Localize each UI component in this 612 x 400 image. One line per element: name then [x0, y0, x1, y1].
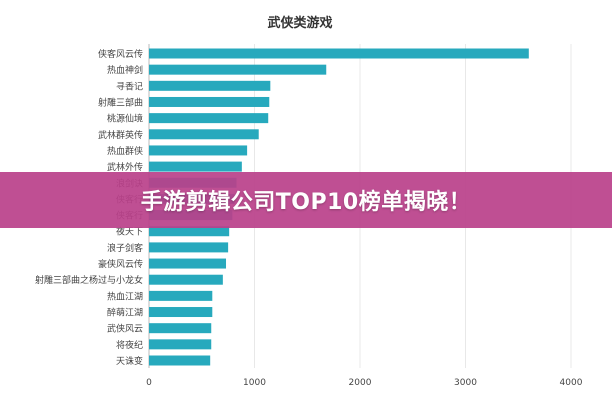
headline-banner: 手游剪辑公司TOP10榜单揭晓！ [0, 172, 612, 228]
category-label: 寻香记 [116, 81, 143, 92]
category-label: 侠客风云传 [98, 48, 143, 60]
bar [149, 64, 327, 75]
bar [149, 355, 211, 366]
bar [149, 161, 242, 172]
bar [149, 226, 230, 237]
bar [149, 323, 212, 334]
category-label: 醉萌江湖 [107, 307, 143, 319]
bar [149, 274, 223, 285]
category-label: 浪子剑客 [107, 242, 143, 254]
bar [149, 290, 213, 301]
chart-title: 武侠类游戏 [267, 15, 332, 31]
category-label: 武林群英传 [98, 129, 143, 141]
x-tick-label: 2000 [349, 378, 372, 388]
category-label: 射雕三部曲 [98, 96, 143, 108]
bar [149, 129, 259, 140]
category-label: 天诛变 [116, 355, 143, 367]
category-label: 桃源仙境 [107, 113, 143, 125]
category-labels: 侠客风云传热血神剑寻香记射雕三部曲桃源仙境武林群英传热血群侠武林外传浪剑诀侠客行… [35, 48, 143, 367]
category-label: 热血神剑 [107, 64, 143, 76]
category-label: 将夜纪 [116, 339, 143, 351]
bar [149, 96, 270, 107]
x-tick-label: 0 [146, 378, 152, 388]
bar [149, 145, 248, 156]
x-tick-label: 1000 [243, 378, 266, 388]
x-tick-labels: 0 1000 2000 3000 4000 [146, 378, 583, 388]
category-label: 夜天下 [116, 226, 143, 238]
x-tick-label: 3000 [454, 378, 477, 388]
bar [149, 48, 529, 59]
bar [149, 242, 229, 253]
bar [149, 339, 212, 350]
banner-title: 手游剪辑公司TOP10榜单揭晓！ [140, 190, 472, 215]
category-label: 豪侠风云传 [98, 258, 143, 270]
x-tick-label: 4000 [560, 378, 583, 388]
category-label: 武侠风云 [107, 323, 143, 335]
bar [149, 258, 227, 269]
category-label: 射雕三部曲之杨过与小龙女 [35, 274, 143, 286]
category-label: 武林外传 [107, 161, 143, 173]
category-label: 热血群侠 [107, 145, 143, 157]
bar [149, 307, 213, 318]
category-label: 热血江湖 [107, 290, 143, 302]
bar [149, 80, 271, 91]
bar [149, 113, 269, 124]
